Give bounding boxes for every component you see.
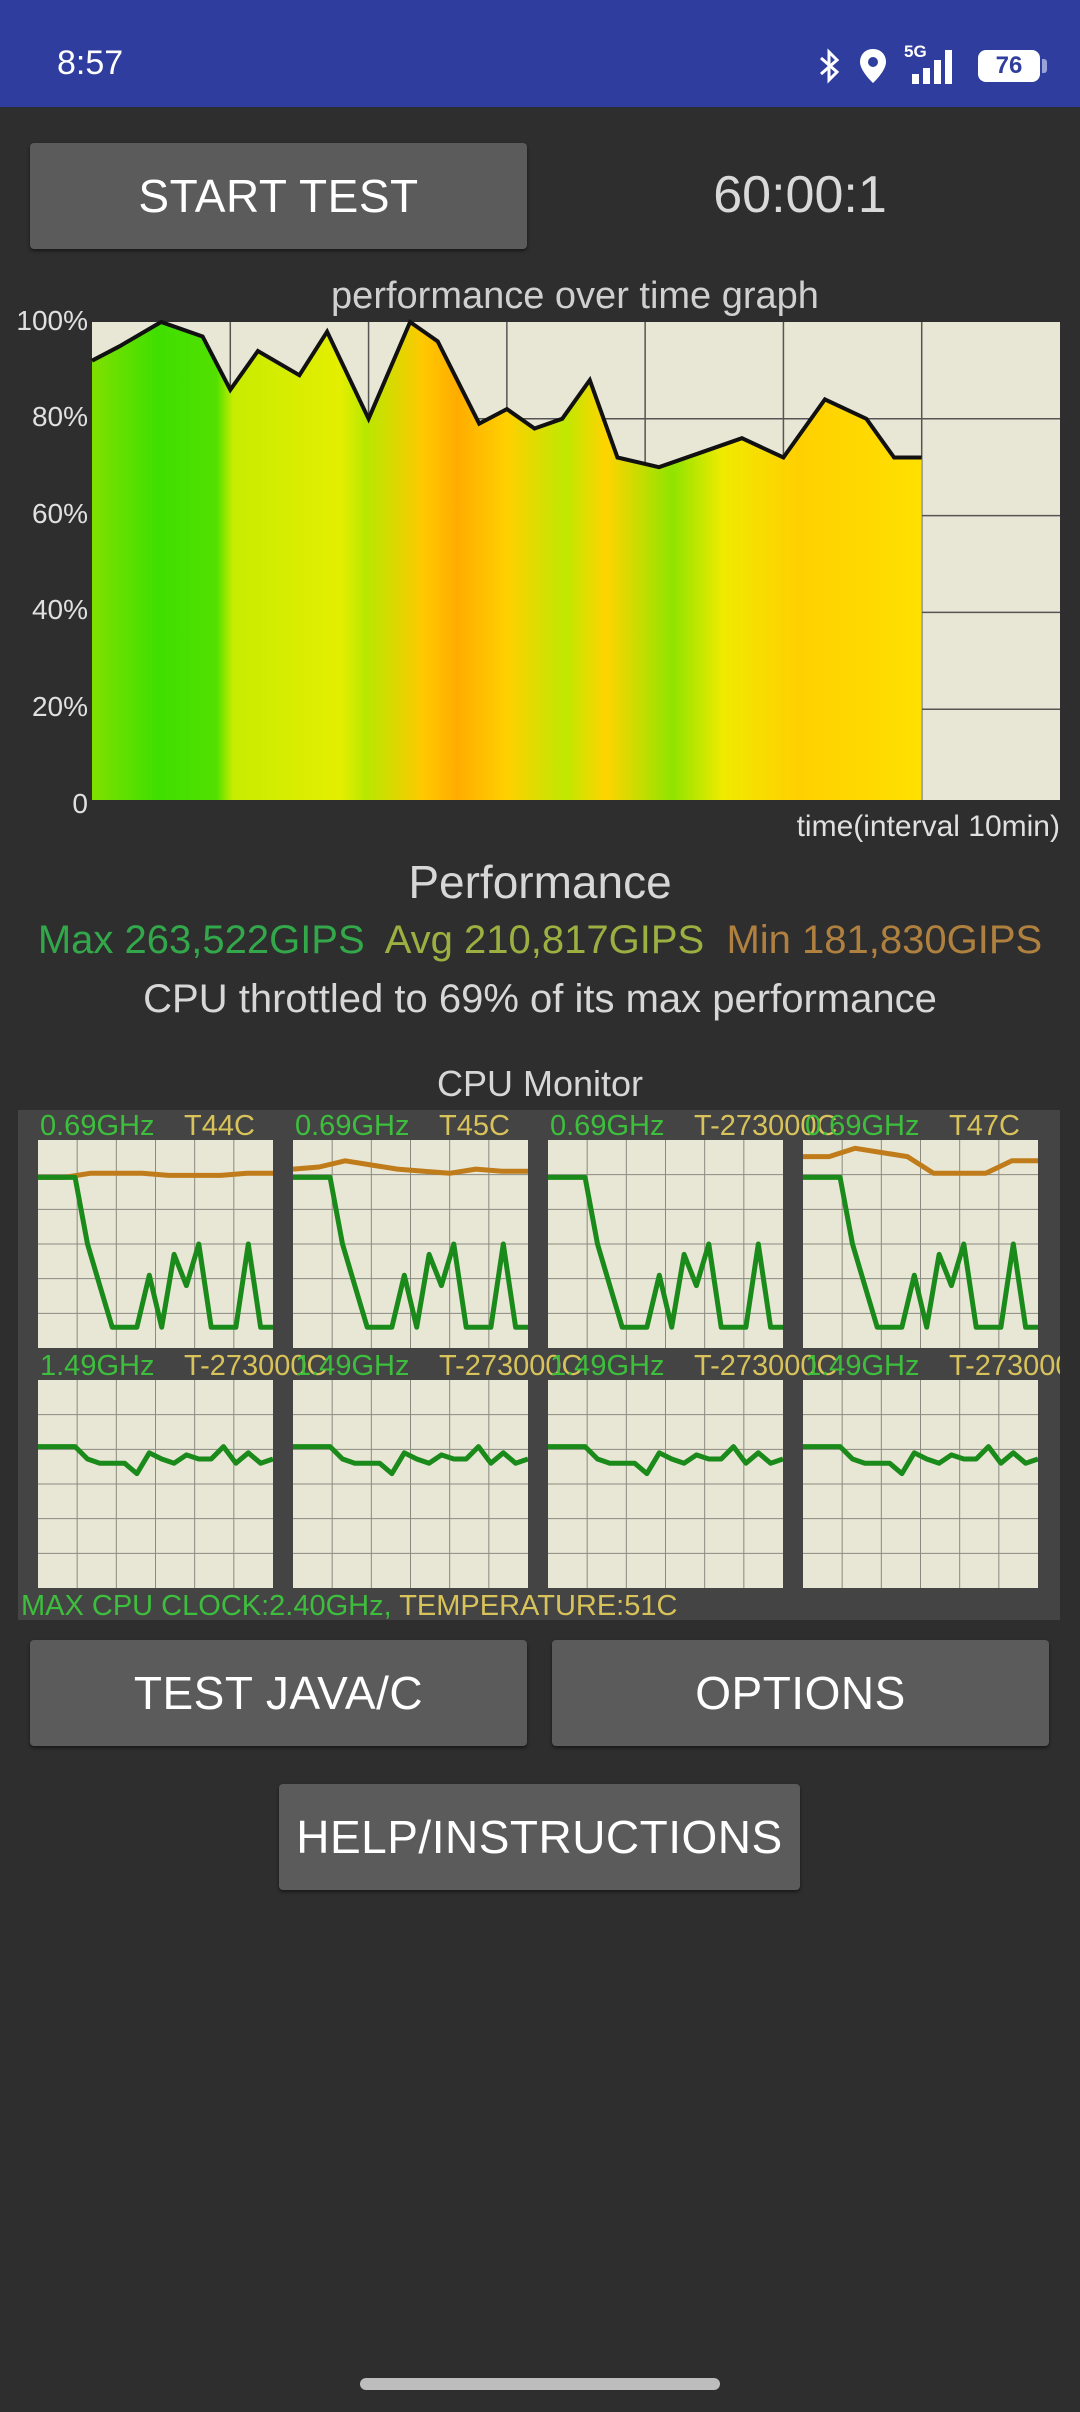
home-indicator[interactable] [360, 2378, 720, 2390]
x-axis-caption: time(interval 10min) [796, 810, 1060, 843]
core-temperature: T-273000C [439, 1350, 583, 1382]
cpu-temperature: TEMPERATURE:51C [399, 1590, 678, 1620]
core-frequency-line [293, 1174, 528, 1330]
performance-line [91, 318, 922, 470]
core-graph [803, 1140, 1038, 1348]
status-icons: 5G 76 [818, 42, 1047, 88]
bluetooth-icon [820, 48, 840, 84]
core-frequency: 1.49GHz [295, 1350, 410, 1382]
core-temperature: T-273000C [184, 1350, 328, 1382]
core-temperature: T44C [184, 1110, 255, 1142]
avg-gips: Avg 210,817GIPS [384, 918, 705, 962]
core-frequency-line [548, 1444, 783, 1477]
core-frequency-line [38, 1174, 273, 1330]
core-frequency-line [803, 1444, 1038, 1477]
graph-title: performance over time graph [331, 275, 819, 317]
test-java-c-button[interactable]: TEST JAVA/C [30, 1640, 527, 1746]
y-tick-label: 80% [31, 401, 88, 432]
core-frequency-line [293, 1444, 528, 1477]
core-temperature-line [803, 1145, 1038, 1176]
core-temperature-line [38, 1170, 273, 1180]
core-frequency: 1.49GHz [805, 1350, 920, 1382]
core-frequency: 1.49GHz [40, 1350, 155, 1382]
core-frequency: 0.69GHz [550, 1110, 665, 1142]
core-graph [803, 1380, 1038, 1588]
core-temperature: T-273000C [694, 1110, 838, 1142]
y-tick-label: 20% [31, 691, 88, 722]
min-gips: Min 181,830GIPS [726, 918, 1043, 962]
core-graph [548, 1380, 783, 1588]
core-graph [38, 1140, 273, 1348]
core-frequency-line [548, 1174, 783, 1330]
status-bar: 8:57 5G 76 [0, 0, 1080, 107]
max-cpu-clock: MAX CPU CLOCK:2.40GHz, [21, 1590, 392, 1620]
core-frequency: 1.49GHz [550, 1350, 665, 1382]
core-temperature: T45C [439, 1110, 510, 1142]
options-button[interactable]: OPTIONS [552, 1640, 1049, 1746]
core-frequency: 0.69GHz [40, 1110, 155, 1142]
y-tick-label: 100% [16, 305, 88, 336]
y-tick-label: 60% [31, 498, 88, 529]
cpu-monitor-footer: MAX CPU CLOCK:2.40GHz, TEMPERATURE:51C [21, 1590, 677, 1620]
core-graph [38, 1380, 273, 1588]
core-graph [293, 1140, 528, 1348]
y-tick-label: 40% [31, 594, 88, 625]
throttle-text: CPU throttled to 69% of its max performa… [143, 977, 937, 1021]
location-icon [860, 49, 886, 83]
help-instructions-button[interactable]: HELP/INSTRUCTIONS [279, 1784, 800, 1890]
core-frequency-line [38, 1444, 273, 1477]
core-frequency: 0.69GHz [805, 1110, 920, 1142]
performance-chart [91, 318, 1060, 800]
cpu-monitor-panel: MAX CPU CLOCK:2.40GHz, TEMPERATURE:51C 0… [18, 1110, 1060, 1620]
status-time: 8:57 [57, 44, 124, 82]
y-tick-label: 0 [72, 788, 88, 819]
signal-icon: 5G [904, 42, 962, 86]
core-temperature-line [293, 1158, 528, 1176]
performance-area [92, 322, 922, 800]
test-timer: 60:00:1 [713, 166, 887, 224]
core-graph [293, 1380, 528, 1588]
battery-icon: 76 [978, 50, 1047, 82]
core-graph [548, 1140, 783, 1348]
core-temperature: T-273000C [949, 1350, 1060, 1382]
cpu-monitor-title: CPU Monitor [436, 1063, 644, 1104]
max-gips: Max 263,522GIPS [37, 918, 365, 962]
core-temperature: T-273000C [694, 1350, 838, 1382]
core-frequency: 0.69GHz [295, 1110, 410, 1142]
performance-title: Performance [408, 856, 672, 908]
network-type: 5G [904, 42, 927, 61]
core-frequency-line [803, 1174, 1038, 1330]
core-temperature: T47C [949, 1110, 1020, 1142]
start-test-button[interactable]: START TEST [30, 143, 527, 249]
performance-stats: Max 263,522GIPS Avg 210,817GIPS Min 181,… [0, 918, 1080, 963]
